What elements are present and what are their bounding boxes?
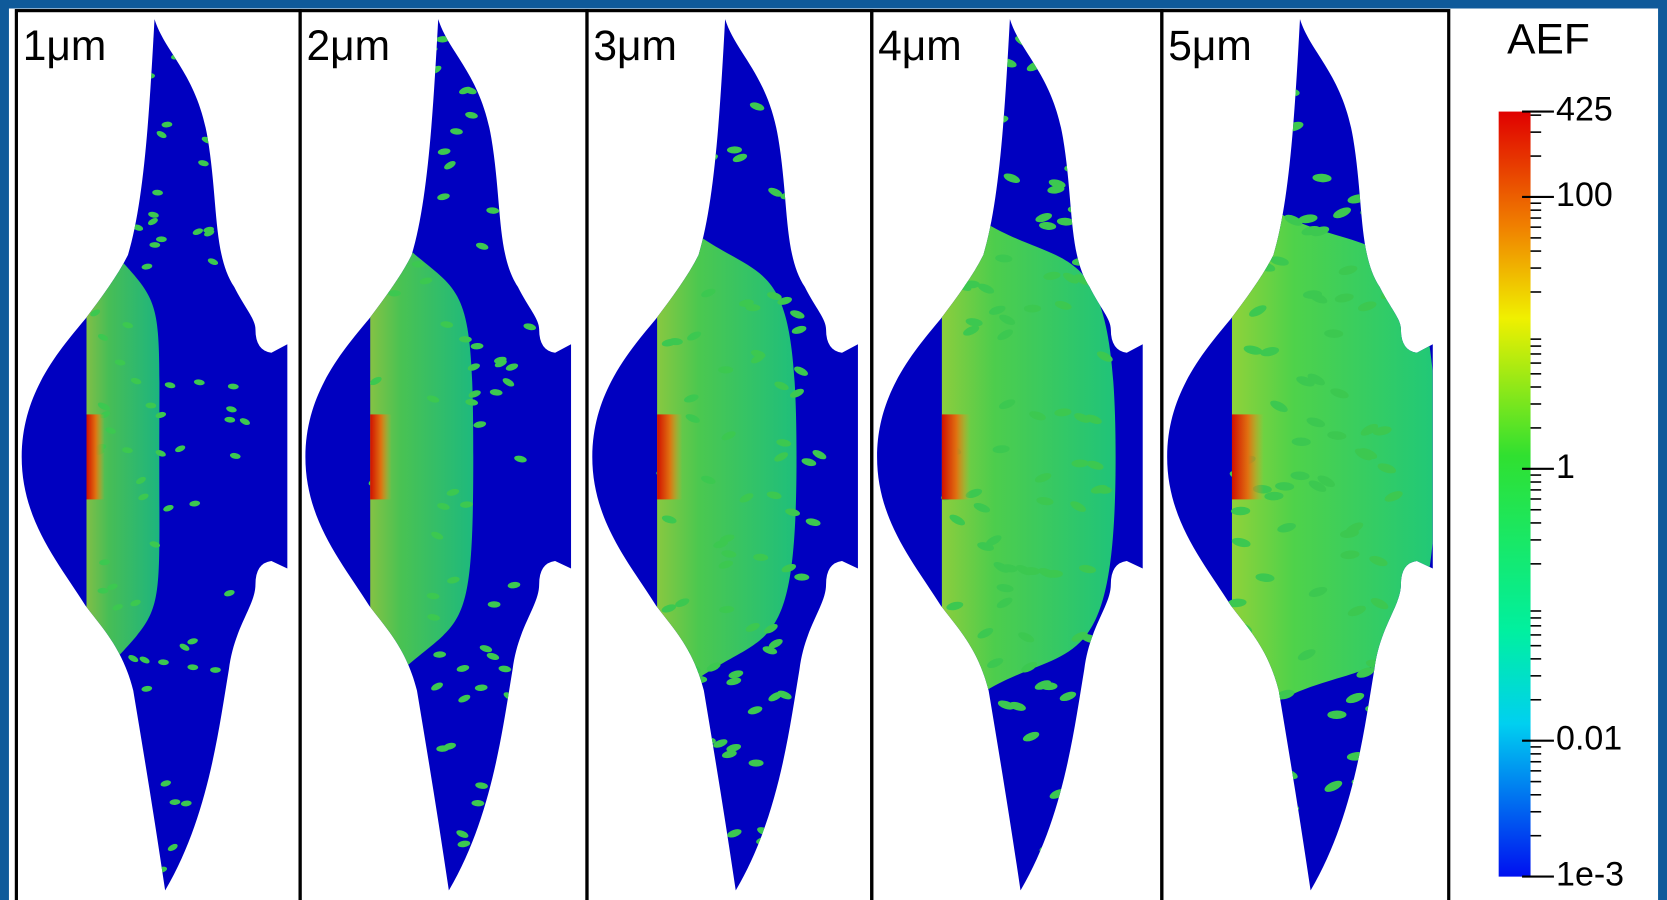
panel-label: 3μm — [593, 23, 677, 70]
colorbar-tick-label: 0.01 — [1556, 720, 1622, 758]
panel-label: 1μm — [23, 23, 107, 70]
hot-spot — [370, 414, 391, 499]
colorbar-tick-label: 425 — [1556, 91, 1613, 129]
panel-label: 2μm — [306, 23, 390, 70]
hot-spot — [657, 414, 682, 499]
colorbar-tick-label: 100 — [1556, 176, 1613, 214]
hot-spot — [87, 414, 105, 499]
field-speckle — [488, 601, 501, 607]
field-speckle — [98, 588, 109, 594]
panel-label: 5μm — [1168, 23, 1252, 70]
colorbar-tick-label: 1 — [1556, 448, 1575, 486]
colorbar-tick-label: 1e-3 — [1556, 856, 1624, 894]
colorbar-scale — [1499, 112, 1531, 877]
colorbar-title: AEF — [1507, 17, 1590, 64]
hot-spot — [1232, 414, 1264, 499]
hot-spot — [942, 414, 971, 499]
figure: 1μm 2μm 3μm 4μm 5μm AEF 425 100 1 0.01 1e-3 — [0, 0, 1667, 900]
page: 1μm2μm3μm4μm5μm AEF42510010.011e-3 (() =… — [0, 0, 1667, 900]
field-speckle — [210, 667, 221, 673]
panel-label: 4μm — [878, 23, 962, 70]
field-speckle — [749, 759, 764, 766]
